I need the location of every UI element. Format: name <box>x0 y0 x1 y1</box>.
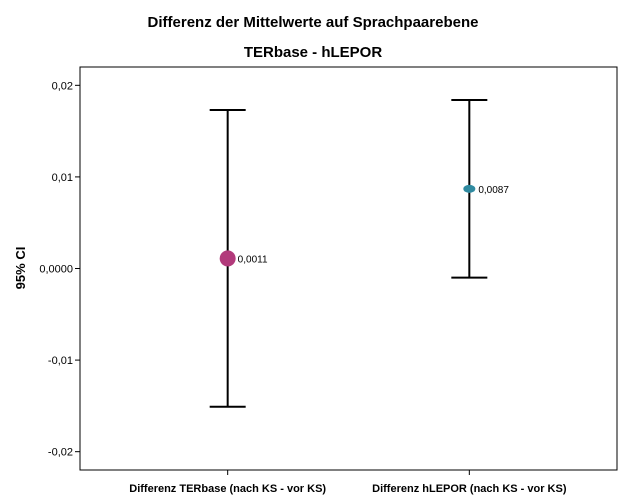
chart-title: Differenz der Mittelwerte auf Sprachpaar… <box>148 14 479 31</box>
y-axis: 0,02 0,01 0,0000 -0,01 -0,02 <box>39 80 80 459</box>
mean-point <box>463 184 476 193</box>
y-axis-label: 95% CI <box>13 247 28 290</box>
error-bar: 0,0087 <box>451 98 509 279</box>
mean-point <box>219 250 236 267</box>
y-tick-label: 0,02 <box>52 80 73 92</box>
plot-area <box>79 66 618 471</box>
y-tick-label: 0,01 <box>52 172 73 184</box>
y-tick-label: -0,01 <box>48 355 73 367</box>
x-axis: Differenz TERbase (nach KS - vor KS) Diff… <box>129 470 567 495</box>
x-tick-label: Differenz TERbase (nach KS - vor KS) <box>129 483 326 495</box>
x-tick-label: Differenz hLEPOR (nach KS - vor KS) <box>372 483 567 495</box>
error-bars: 0,0011 0,0087 <box>209 98 509 408</box>
y-tick-label: 0,0000 <box>39 264 73 276</box>
y-tick-label: -0,02 <box>48 447 73 459</box>
mean-value-label: 0,0011 <box>238 254 268 265</box>
chart-subtitle: TERbase - hLEPOR <box>244 44 383 61</box>
mean-value-label: 0,0087 <box>478 185 509 196</box>
error-bar: 0,0011 <box>209 109 268 408</box>
